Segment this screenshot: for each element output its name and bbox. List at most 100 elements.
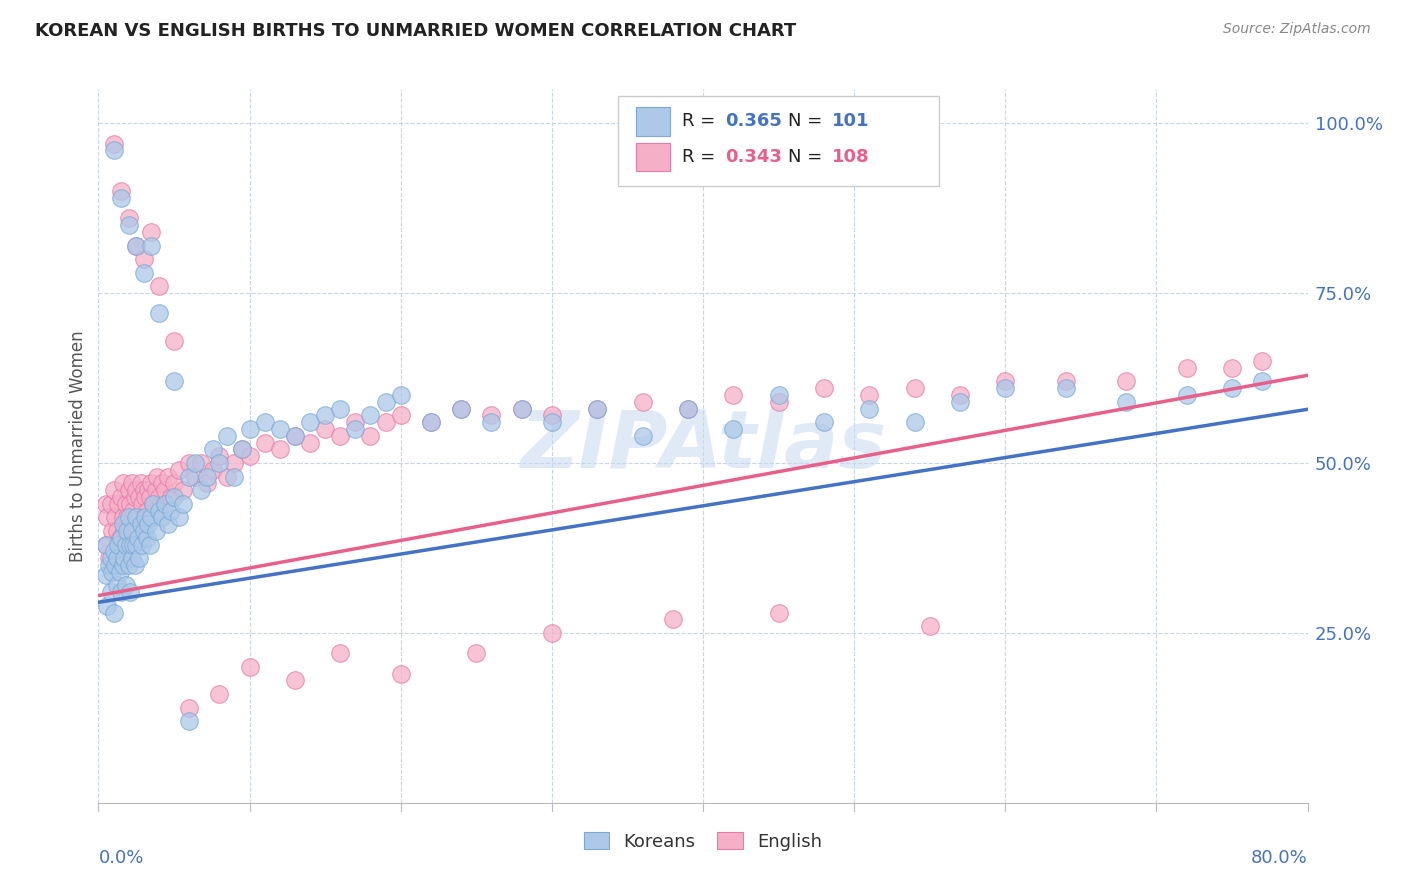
Point <box>121 524 143 538</box>
Point <box>122 503 145 517</box>
Point <box>125 483 148 498</box>
Point <box>139 537 162 551</box>
Point <box>94 537 117 551</box>
Point <box>314 409 336 423</box>
Point <box>129 476 152 491</box>
Point <box>676 401 699 416</box>
Point <box>994 375 1017 389</box>
Point <box>125 537 148 551</box>
Point <box>299 415 322 429</box>
FancyBboxPatch shape <box>637 143 671 171</box>
Point <box>94 497 117 511</box>
Point <box>101 565 124 579</box>
Point <box>723 388 745 402</box>
Point <box>111 476 134 491</box>
Point <box>132 524 155 538</box>
Point <box>284 429 307 443</box>
Point <box>103 144 125 158</box>
Point <box>134 510 156 524</box>
Point <box>135 531 157 545</box>
Point <box>586 401 609 416</box>
Point <box>112 551 135 566</box>
Point <box>208 687 231 701</box>
Point <box>269 442 291 457</box>
Point <box>125 238 148 252</box>
Point <box>121 517 143 532</box>
Point <box>110 184 132 198</box>
Text: N =: N = <box>787 112 828 130</box>
Point <box>215 469 238 483</box>
Text: 0.0%: 0.0% <box>98 849 143 867</box>
Point <box>124 490 146 504</box>
Point <box>118 510 141 524</box>
Point <box>122 537 145 551</box>
Point <box>124 558 146 572</box>
Point <box>1220 360 1243 375</box>
Point <box>586 401 609 416</box>
Point <box>110 531 132 545</box>
Point <box>107 497 129 511</box>
Point <box>160 503 183 517</box>
Point <box>190 456 212 470</box>
Point <box>100 497 122 511</box>
Point <box>141 225 163 239</box>
Point <box>118 211 141 226</box>
Point <box>284 429 307 443</box>
Point <box>142 497 165 511</box>
Text: 80.0%: 80.0% <box>1251 849 1308 867</box>
Point <box>239 449 262 463</box>
Point <box>114 578 136 592</box>
Point <box>139 490 162 504</box>
Text: N =: N = <box>787 148 828 166</box>
Point <box>858 401 880 416</box>
Point <box>103 544 125 558</box>
Point <box>141 476 163 491</box>
Point <box>150 510 173 524</box>
Point <box>110 585 132 599</box>
Point <box>132 252 155 266</box>
Point <box>105 578 128 592</box>
Point <box>135 503 157 517</box>
Point <box>118 537 141 551</box>
Point <box>1175 360 1198 375</box>
Point <box>420 415 443 429</box>
Point <box>329 429 352 443</box>
Point <box>208 456 231 470</box>
Point <box>104 510 127 524</box>
Point <box>148 490 170 504</box>
Point <box>184 469 207 483</box>
Point <box>136 483 159 498</box>
Point <box>163 375 186 389</box>
Point <box>465 646 488 660</box>
Point <box>146 469 169 483</box>
Point <box>631 429 654 443</box>
Point <box>141 238 163 252</box>
Point <box>121 476 143 491</box>
Point <box>179 714 201 729</box>
Point <box>1175 388 1198 402</box>
Point <box>153 497 176 511</box>
Point <box>120 537 142 551</box>
Point <box>156 469 179 483</box>
Point <box>949 388 972 402</box>
Point <box>98 558 121 572</box>
Point <box>110 490 132 504</box>
Point <box>768 606 790 620</box>
Point <box>344 422 367 436</box>
Point <box>103 558 125 572</box>
Point <box>1220 381 1243 395</box>
Point <box>360 429 382 443</box>
Point <box>202 463 225 477</box>
Point <box>540 409 562 423</box>
Point <box>141 510 163 524</box>
Point <box>299 435 322 450</box>
Point <box>768 394 790 409</box>
Point <box>150 476 173 491</box>
Point <box>360 409 382 423</box>
Point <box>231 442 253 457</box>
Point <box>145 483 167 498</box>
Point <box>98 551 121 566</box>
Point <box>179 469 201 483</box>
Point <box>540 415 562 429</box>
Point <box>184 456 207 470</box>
